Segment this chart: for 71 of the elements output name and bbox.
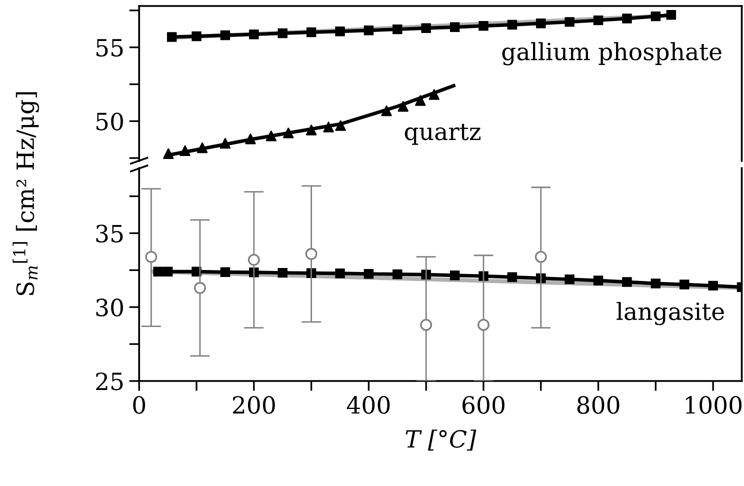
- point: [450, 270, 460, 280]
- point: [196, 142, 208, 154]
- point: [428, 89, 440, 100]
- point: [392, 269, 402, 280]
- point: [153, 266, 163, 276]
- point: [335, 268, 345, 278]
- point: [507, 272, 518, 282]
- point: [536, 18, 546, 28]
- y-tick-label: 25: [96, 372, 123, 390]
- point: [478, 21, 488, 31]
- x-tick-label: 0: [133, 396, 146, 414]
- x-tick-label: 400: [346, 396, 390, 414]
- point: [162, 266, 173, 276]
- point: [220, 138, 231, 149]
- y-tick-label: 55: [96, 39, 123, 57]
- point: [450, 22, 460, 32]
- series-label: langasite: [616, 302, 724, 326]
- point: [666, 10, 676, 20]
- point: [306, 124, 317, 136]
- point: [145, 250, 158, 263]
- x-tick-label: 1000: [686, 396, 742, 414]
- point: [650, 11, 661, 22]
- point: [622, 14, 632, 24]
- y-tick-label: 30: [96, 298, 123, 316]
- point: [266, 130, 276, 142]
- point: [364, 25, 374, 36]
- y-tick-label: 50: [96, 112, 123, 130]
- y-axis-title: S$_{m}$$^{[1]}$ [cm² Hz/μg]: [12, 92, 40, 296]
- point: [534, 250, 547, 263]
- point: [194, 282, 206, 294]
- x-axis-title: T [°C]: [406, 430, 476, 451]
- point: [593, 276, 604, 286]
- point: [278, 268, 288, 278]
- point: [478, 318, 490, 331]
- point: [248, 254, 260, 266]
- point: [507, 20, 518, 30]
- point: [335, 120, 346, 131]
- point: [245, 134, 256, 144]
- point: [564, 17, 574, 27]
- point: [166, 32, 177, 42]
- point: [420, 318, 432, 331]
- x-tick-label: 800: [577, 396, 620, 414]
- point: [305, 248, 318, 260]
- point: [364, 268, 374, 279]
- point: [564, 274, 574, 284]
- series-label: quartz: [404, 124, 480, 145]
- point: [249, 29, 259, 40]
- point: [708, 280, 718, 291]
- point: [622, 277, 632, 287]
- point: [398, 101, 408, 112]
- point: [421, 23, 431, 33]
- point: [192, 31, 202, 42]
- point: [323, 122, 334, 132]
- y-tick-label: 35: [96, 224, 123, 243]
- point: [180, 145, 190, 156]
- point: [335, 26, 345, 36]
- point: [306, 27, 316, 38]
- point: [220, 267, 230, 277]
- point: [283, 128, 294, 138]
- series-label: gallium phosphate: [502, 42, 722, 66]
- point: [392, 24, 402, 34]
- point: [278, 28, 288, 38]
- point: [220, 30, 230, 40]
- point: [381, 105, 392, 116]
- point: [415, 95, 426, 106]
- point: [163, 148, 174, 159]
- point: [650, 278, 661, 288]
- x-tick-label: 200: [232, 396, 275, 414]
- point: [680, 280, 690, 290]
- point: [593, 15, 604, 26]
- x-tick-label: 600: [462, 396, 504, 414]
